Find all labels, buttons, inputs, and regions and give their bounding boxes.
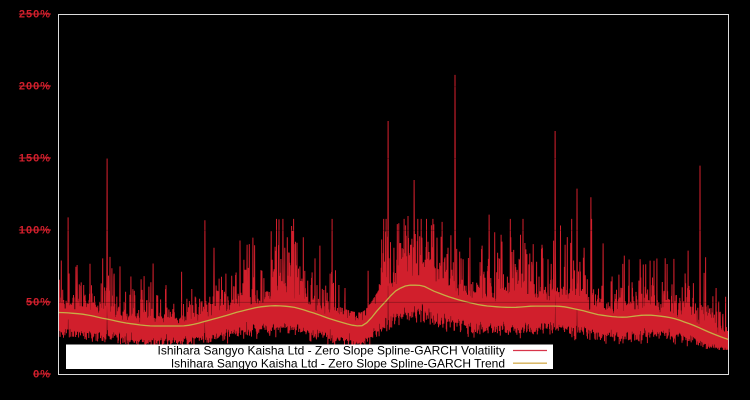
svg-text:Ishihara Sangyo Kaisha Ltd - Z: Ishihara Sangyo Kaisha Ltd - Zero Slope …: [157, 344, 505, 358]
svg-text:Ishihara Sangyo Kaisha Ltd - Z: Ishihara Sangyo Kaisha Ltd - Zero Slope …: [171, 356, 505, 370]
